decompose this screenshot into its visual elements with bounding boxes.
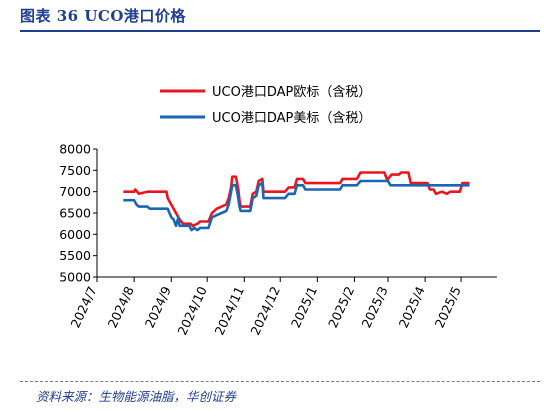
source-rule (20, 381, 540, 382)
y-tick-label: 6000 (59, 227, 91, 242)
x-tick-label: 2024/8 (105, 284, 137, 330)
legend-label-eu: UCO港口DAP欧标（含税） (212, 84, 371, 100)
y-tick-label: 7000 (59, 184, 91, 199)
y-tick-label: 7500 (59, 163, 91, 178)
axes: 5000 5500 6000 6500 7000 7500 8000 2024/7 2024/8… (59, 142, 497, 337)
title-rule (20, 30, 540, 32)
x-tick-label: 2025/2 (325, 284, 357, 330)
source-note: 资料来源：生物能源油脂，华创证券 (36, 389, 237, 404)
x-tick-label: 2025/1 (288, 284, 320, 330)
series-lines (123, 171, 470, 232)
x-tick-label: 2024/9 (142, 284, 174, 330)
y-tick-label: 5500 (59, 248, 91, 263)
legend-label-us: UCO港口DAP美标（含税） (212, 110, 371, 126)
x-tick-label: 2024/11 (211, 284, 247, 337)
figure-title: 图表 36 UCO港口价格 (20, 7, 186, 25)
y-tick-label: 5000 (59, 270, 91, 285)
x-tick-label: 2024/12 (247, 284, 283, 337)
x-tick-label: 2025/5 (432, 284, 464, 330)
x-tick-label: 2025/3 (359, 284, 391, 330)
x-tick-label: 2024/10 (174, 284, 210, 337)
legend: UCO港口DAP欧标（含税） UCO港口DAP美标（含税） (160, 84, 371, 126)
series-line-us (123, 179, 470, 232)
series-line-eu (123, 171, 470, 228)
x-tick-label: 2025/4 (396, 284, 428, 330)
y-tick-label: 8000 (59, 142, 91, 157)
y-tick-label: 6500 (59, 206, 91, 221)
x-tick-label: 2024/7 (68, 284, 100, 330)
